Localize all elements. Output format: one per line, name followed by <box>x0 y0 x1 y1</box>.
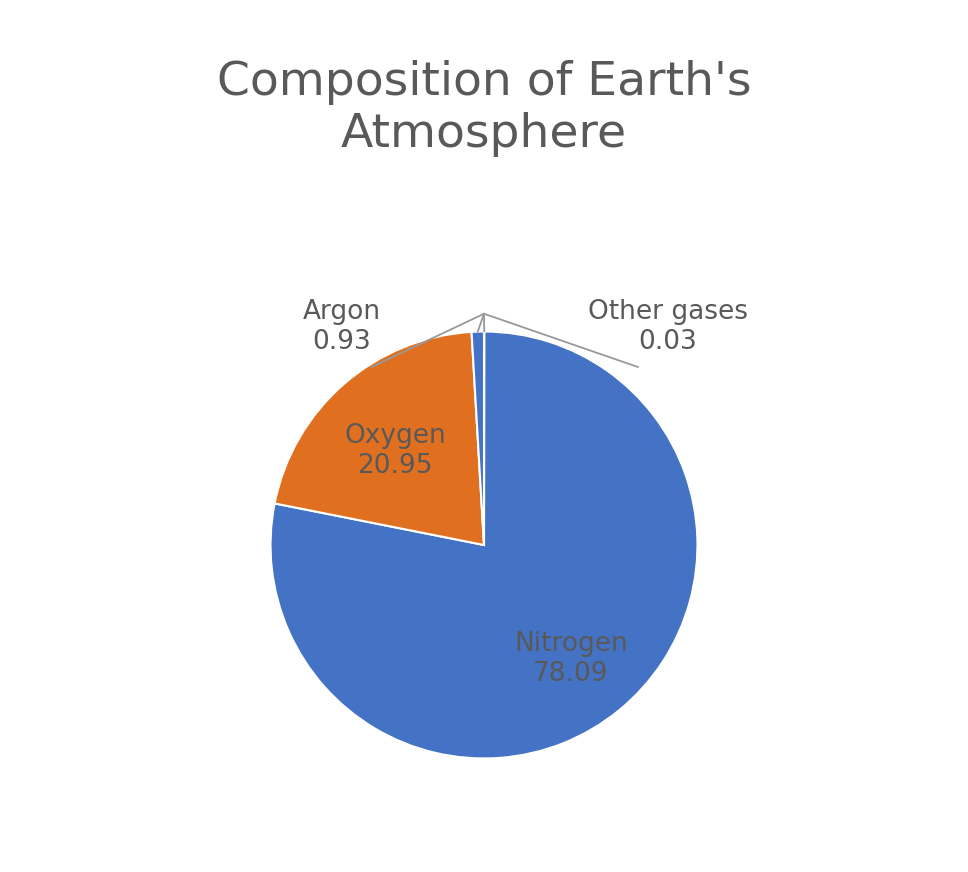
Wedge shape <box>275 332 484 545</box>
Text: Nitrogen
78.09: Nitrogen 78.09 <box>514 631 628 687</box>
Title: Composition of Earth's
Atmosphere: Composition of Earth's Atmosphere <box>217 59 751 157</box>
Text: Oxygen
20.95: Oxygen 20.95 <box>345 423 446 479</box>
Wedge shape <box>471 331 484 545</box>
Text: Argon
0.93: Argon 0.93 <box>303 299 380 355</box>
Wedge shape <box>270 331 698 759</box>
Text: Other gases
0.03: Other gases 0.03 <box>588 299 748 355</box>
